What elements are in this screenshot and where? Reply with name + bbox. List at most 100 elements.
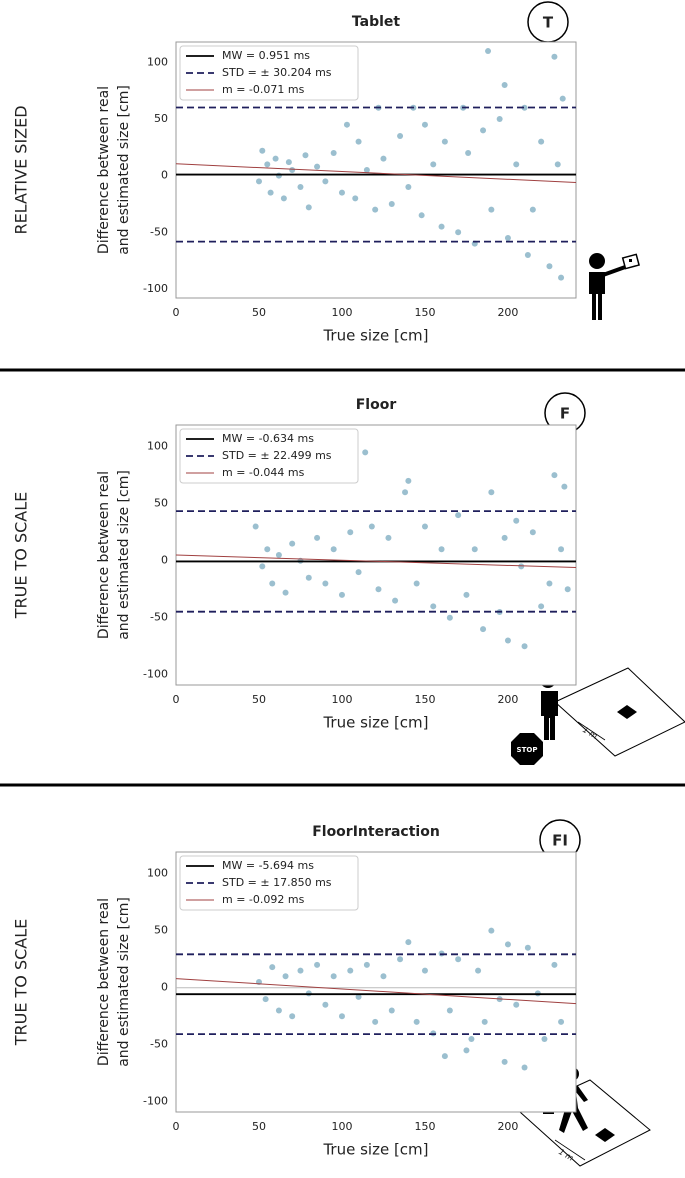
y-axis-label: Difference between real <box>96 471 112 639</box>
point <box>524 251 531 258</box>
point <box>275 172 282 179</box>
point <box>322 1001 329 1008</box>
point <box>262 996 269 1003</box>
point <box>297 967 304 974</box>
point <box>455 512 462 519</box>
point <box>561 483 568 490</box>
point <box>413 580 420 587</box>
point <box>521 104 528 111</box>
point <box>475 967 482 974</box>
point <box>255 178 262 185</box>
point <box>322 580 329 587</box>
badge: T <box>543 14 554 32</box>
point <box>338 591 345 598</box>
point <box>402 489 409 496</box>
legend-entry: m = -0.071 ms <box>222 83 305 96</box>
point <box>289 540 296 547</box>
point <box>405 477 412 484</box>
stop-label: STOP <box>517 746 538 754</box>
point <box>554 161 561 168</box>
y-tick-label: -100 <box>143 1095 168 1108</box>
x-tick-label: 0 <box>173 1120 180 1133</box>
point <box>481 1018 488 1025</box>
y-axis-label: and estimated size [cm] <box>116 470 132 640</box>
point <box>546 263 553 270</box>
point <box>513 1001 520 1008</box>
x-tick-label: 50 <box>252 306 266 319</box>
y-tick-label: 0 <box>161 169 168 182</box>
badge: F <box>560 405 570 423</box>
point <box>558 274 565 281</box>
point <box>546 580 553 587</box>
point <box>438 223 445 230</box>
point <box>380 155 387 162</box>
x-tick-label: 200 <box>497 693 518 706</box>
point <box>488 489 495 496</box>
x-axis-label: True size [cm] <box>322 714 428 732</box>
point <box>338 189 345 196</box>
point <box>413 1018 420 1025</box>
point <box>363 961 370 968</box>
x-tick-label: 150 <box>414 693 435 706</box>
point <box>372 1018 379 1025</box>
y-tick-label: 50 <box>154 497 168 510</box>
point <box>338 1013 345 1020</box>
point <box>504 941 511 948</box>
tablet-user-icon <box>589 253 640 320</box>
point <box>430 161 437 168</box>
point <box>521 643 528 650</box>
point <box>280 195 287 202</box>
point <box>282 589 289 596</box>
point <box>558 546 565 553</box>
legend-entry: STD = ± 17.850 ms <box>222 876 332 889</box>
point <box>421 121 428 128</box>
point <box>538 138 545 145</box>
point <box>355 569 362 576</box>
point <box>375 586 382 593</box>
point <box>521 1064 528 1071</box>
point <box>314 961 321 968</box>
x-tick-label: 0 <box>173 693 180 706</box>
point <box>501 1058 508 1065</box>
point <box>513 517 520 524</box>
point <box>504 637 511 644</box>
point <box>330 150 337 157</box>
point <box>551 472 558 479</box>
point <box>272 155 279 162</box>
x-tick-label: 100 <box>331 306 352 319</box>
point <box>282 973 289 980</box>
legend-box <box>179 855 359 911</box>
regression-line <box>175 554 577 569</box>
point <box>455 229 462 236</box>
point <box>289 167 296 173</box>
x-tick-label: 0 <box>173 306 180 319</box>
y-tick-label: 50 <box>154 112 168 125</box>
legend-entry: MW = 0.951 ms <box>222 49 310 62</box>
point <box>564 586 571 593</box>
legend-entry: MW = -5.694 ms <box>222 859 314 872</box>
y-tick-label: -100 <box>143 282 168 295</box>
point <box>275 1007 282 1014</box>
point <box>388 1007 395 1014</box>
point <box>305 574 312 581</box>
side-label: RELATIVE SIZED <box>12 105 31 234</box>
point <box>488 206 495 213</box>
point <box>538 603 545 610</box>
x-axis-label: True size [cm] <box>322 1141 428 1159</box>
y-axis-label: and estimated size [cm] <box>116 897 132 1067</box>
chart-title: FloorInteraction <box>312 824 440 840</box>
point <box>314 163 321 170</box>
point <box>355 993 362 1000</box>
x-tick-label: 100 <box>331 693 352 706</box>
point <box>259 563 266 570</box>
point <box>468 1036 475 1043</box>
y-tick-label: 100 <box>147 440 168 453</box>
point <box>305 204 312 211</box>
badge: FI <box>552 832 568 850</box>
x-tick-label: 150 <box>414 1120 435 1133</box>
x-tick-label: 100 <box>331 1120 352 1133</box>
point <box>463 591 470 598</box>
point <box>446 614 453 621</box>
point <box>501 534 508 541</box>
